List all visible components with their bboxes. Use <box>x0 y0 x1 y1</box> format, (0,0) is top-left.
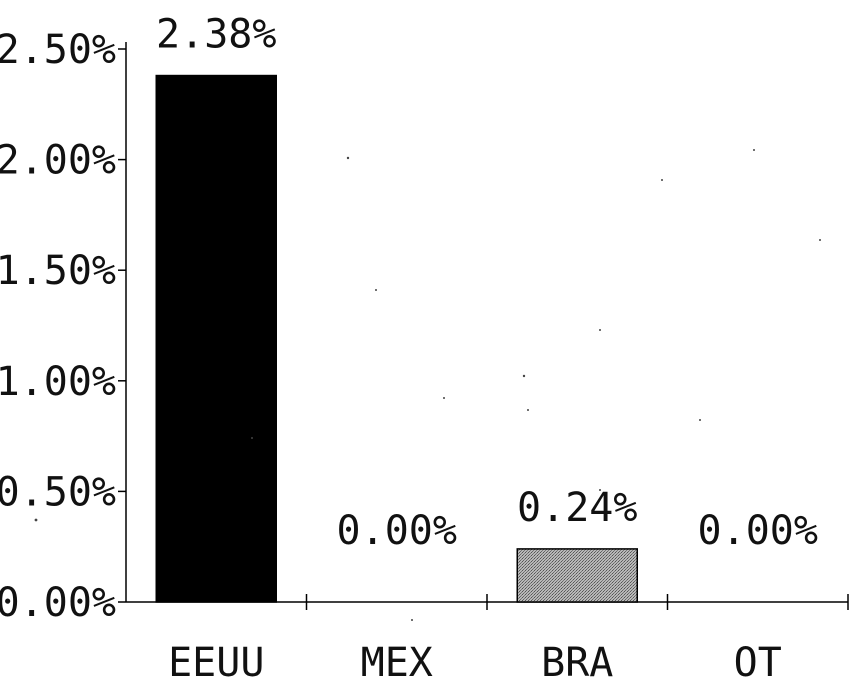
category-label-group: EEUU MEX BRA OT <box>168 640 782 686</box>
y-tick-label: 1.00% <box>0 359 116 405</box>
y-tick-label: 2.50% <box>0 27 116 73</box>
x-tick-group <box>305 594 849 610</box>
category-label-mex: MEX <box>361 640 433 686</box>
y-tick-group: 0.00% 0.50% 1.00% 1.50% 2.00% 2.50% <box>0 27 126 626</box>
data-label-mex: 0.00% <box>337 508 457 554</box>
category-label-ot: OT <box>734 640 782 686</box>
y-tick-label: 2.00% <box>0 138 116 184</box>
scan-noise <box>34 149 821 621</box>
y-tick-label: 1.50% <box>0 248 116 294</box>
bar-bra <box>516 548 638 603</box>
bar-eeuu <box>155 74 277 603</box>
bar-group <box>155 74 638 603</box>
category-label-bra: BRA <box>541 640 613 686</box>
y-tick-label: 0.00% <box>0 580 116 626</box>
data-label-bra: 0.24% <box>517 485 637 531</box>
category-label-eeuu: EEUU <box>168 640 264 686</box>
y-tick-label: 0.50% <box>0 469 116 515</box>
data-label-eeuu: 2.38% <box>156 12 276 58</box>
data-label-group: 2.38% 0.00% 0.24% 0.00% <box>156 12 818 554</box>
data-label-ot: 0.00% <box>698 508 818 554</box>
